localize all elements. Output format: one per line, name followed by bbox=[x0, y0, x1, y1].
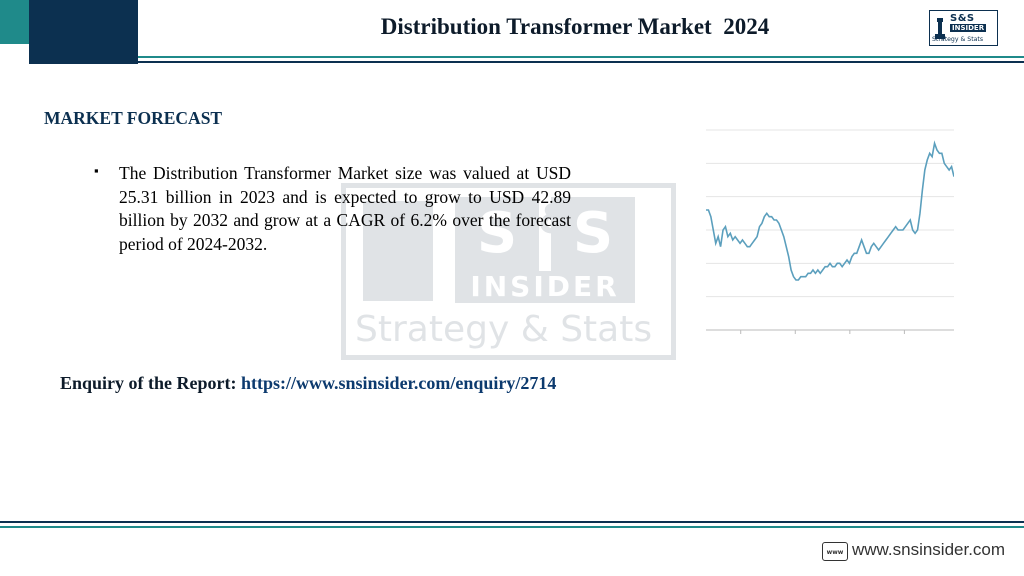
watermark-s2: S bbox=[551, 197, 635, 271]
enquiry-link[interactable]: https://www.snsinsider.com/enquiry/2714 bbox=[241, 373, 557, 393]
header-rule-teal bbox=[138, 56, 1024, 58]
header-accent-teal bbox=[0, 0, 29, 44]
watermark-amp: & bbox=[538, 197, 573, 243]
watermark-s1: S bbox=[455, 197, 539, 271]
tower-icon bbox=[935, 18, 945, 39]
footer-rule-teal bbox=[0, 526, 1024, 528]
footer-url[interactable]: www.snsinsider.com bbox=[852, 540, 1006, 559]
www-icon: www bbox=[822, 542, 848, 561]
watermark-frame bbox=[341, 183, 676, 360]
watermark-logo: S & S INSIDER Strategy & Stats bbox=[341, 183, 676, 360]
enquiry-label: Enquiry of the Report: bbox=[60, 373, 241, 393]
header-accent-navy bbox=[29, 0, 138, 64]
logo-tagline: Strategy & Stats bbox=[932, 36, 984, 43]
section-heading: MARKET FORECAST bbox=[44, 108, 223, 128]
watermark-strategy: Strategy & Stats bbox=[355, 309, 653, 350]
enquiry-line: Enquiry of the Report: https://www.snsin… bbox=[60, 373, 556, 394]
footer-rule-navy bbox=[0, 521, 1024, 523]
chart-x-ticks bbox=[740, 330, 905, 334]
forecast-paragraph: The Distribution Transformer Market size… bbox=[119, 163, 571, 254]
sns-insider-logo: S&S INSIDER Strategy & Stats bbox=[929, 10, 998, 46]
chart-series-line bbox=[706, 140, 954, 281]
watermark-tower-icon bbox=[363, 201, 433, 301]
market-line-chart bbox=[706, 129, 954, 334]
watermark-insider: INSIDER bbox=[455, 271, 635, 303]
logo-insider-text: INSIDER bbox=[950, 24, 987, 32]
header-rule-navy bbox=[138, 61, 1024, 63]
logo-ss-text: S&S bbox=[950, 13, 975, 24]
bullet-icon: ▪ bbox=[94, 163, 99, 178]
page-title: Distribution Transformer Market 2024 bbox=[380, 14, 770, 39]
